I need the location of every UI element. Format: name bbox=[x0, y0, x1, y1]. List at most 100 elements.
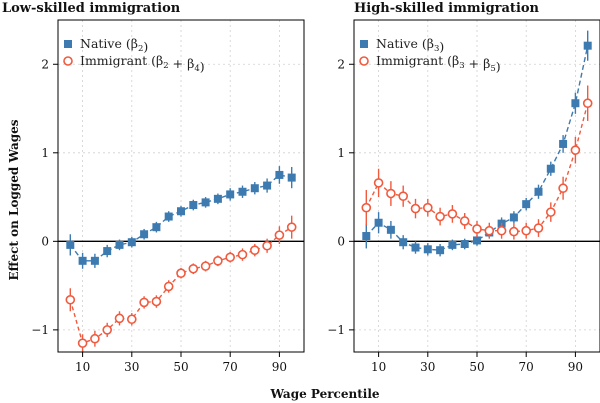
data-point-native bbox=[213, 194, 222, 203]
data-point-native bbox=[115, 240, 124, 249]
data-point-immigrant bbox=[472, 224, 482, 234]
data-point-native bbox=[362, 232, 371, 241]
data-point-native bbox=[411, 243, 420, 252]
data-point-immigrant bbox=[262, 240, 272, 251]
data-point-native bbox=[66, 240, 75, 249]
legend-label-text: Native ( bbox=[80, 36, 131, 51]
legend-label-subscript: 3 bbox=[434, 44, 439, 54]
data-point-immigrant bbox=[225, 252, 235, 263]
legend-label-text: + bbox=[169, 56, 187, 71]
data-point-native bbox=[250, 184, 259, 193]
data-point-native bbox=[534, 187, 543, 196]
data-point-native bbox=[238, 187, 247, 196]
data-point-immigrant bbox=[176, 268, 186, 279]
data-point-immigrant bbox=[114, 313, 125, 324]
data-point-native bbox=[423, 245, 432, 254]
x-tick-label: 50 bbox=[173, 360, 188, 374]
data-point-native bbox=[509, 213, 518, 222]
legend-label-text: + bbox=[465, 56, 483, 71]
data-point-immigrant bbox=[582, 98, 593, 109]
legend-label-beta: β bbox=[187, 56, 194, 71]
x-tick-label: 90 bbox=[568, 360, 583, 374]
legend-label-subscript: 3 bbox=[459, 61, 464, 71]
x-tick-label: 30 bbox=[124, 360, 139, 374]
y-tick-label: 2 bbox=[41, 57, 49, 71]
x-tick-label: 90 bbox=[272, 360, 287, 374]
legend-label-text: ) bbox=[439, 39, 444, 54]
data-point-native bbox=[152, 223, 161, 232]
panel-low-skilled-legend: Native (β2)Immigrant (β2 + β4) bbox=[63, 36, 205, 74]
legend-label-beta: β bbox=[131, 36, 138, 51]
data-point-immigrant bbox=[77, 338, 88, 348]
data-point-immigrant bbox=[545, 207, 556, 217]
x-tick-label: 30 bbox=[420, 360, 435, 374]
y-tick-label: 1 bbox=[41, 146, 49, 160]
panel-title-low-skilled: Low-skilled immigration bbox=[2, 1, 181, 16]
legend-label-beta: β bbox=[156, 53, 163, 68]
y-tick-label: 0 bbox=[41, 234, 49, 248]
x-axis-label: Wage Percentile bbox=[269, 387, 379, 401]
data-point-native bbox=[436, 246, 445, 255]
data-point-native bbox=[201, 198, 210, 207]
y-tick-label: 1 bbox=[337, 146, 345, 160]
panel-high-skilled-marks bbox=[361, 30, 593, 257]
data-point-native bbox=[448, 240, 457, 249]
data-point-immigrant bbox=[65, 294, 76, 305]
data-point-native bbox=[386, 225, 395, 234]
data-point-immigrant bbox=[102, 325, 112, 335]
x-tick-label: 10 bbox=[371, 360, 386, 374]
data-point-immigrant bbox=[139, 297, 149, 308]
legend-label-text: Native ( bbox=[376, 36, 427, 51]
data-point-immigrant bbox=[447, 209, 458, 219]
data-point-native bbox=[473, 236, 481, 245]
legend-label-text: Immigrant ( bbox=[376, 53, 452, 68]
data-point-native bbox=[559, 139, 568, 148]
y-axis-label: Effect on Logged Wages bbox=[7, 119, 21, 280]
data-point-immigrant bbox=[509, 226, 519, 237]
legend-label: Native (β3) bbox=[376, 36, 444, 54]
data-point-immigrant bbox=[90, 333, 100, 344]
panel-low-skilled-marks bbox=[65, 166, 297, 352]
data-point-immigrant bbox=[188, 263, 199, 274]
data-point-native bbox=[78, 256, 87, 265]
data-point-immigrant bbox=[533, 223, 544, 233]
panel-high-skilled: High-skilled immigration 10 30 50 70 90 −1 0 1 2… bbox=[327, 1, 600, 374]
x-tick-label: 10 bbox=[75, 360, 90, 374]
panel-high-skilled-legend: Native (β3)Immigrant (β3 + β5) bbox=[359, 36, 501, 74]
data-point-native bbox=[103, 247, 112, 256]
data-point-immigrant bbox=[410, 203, 421, 214]
y-tick-label: 0 bbox=[337, 234, 345, 248]
panel-low-skilled: Low-skilled immigration 10 30 50 70 90−1012 … bbox=[2, 1, 305, 374]
data-point-native bbox=[164, 212, 173, 221]
x-tick-label: 70 bbox=[519, 360, 534, 374]
data-point-native bbox=[226, 190, 235, 199]
legend-label-beta: β bbox=[483, 56, 490, 71]
data-point-immigrant bbox=[163, 281, 174, 292]
panel-high-skilled-axes: 10 30 50 70 90 −1 0 1 2 bbox=[327, 19, 600, 374]
data-point-native bbox=[140, 230, 149, 239]
data-point-immigrant bbox=[496, 225, 507, 236]
legend-marker-native bbox=[64, 40, 72, 48]
data-point-immigrant bbox=[422, 202, 433, 213]
data-point-immigrant bbox=[274, 230, 285, 240]
data-point-immigrant bbox=[213, 256, 223, 266]
data-point-native bbox=[374, 218, 383, 227]
data-point-immigrant bbox=[151, 296, 162, 307]
data-point-immigrant bbox=[484, 225, 495, 236]
legend-label-subscript: 2 bbox=[138, 44, 143, 54]
y-tick-label: −1 bbox=[327, 323, 345, 337]
data-point-immigrant bbox=[435, 211, 445, 222]
legend-label: Immigrant (β3 + β5) bbox=[376, 53, 501, 74]
data-point-immigrant bbox=[521, 225, 532, 236]
data-point-native bbox=[90, 256, 99, 265]
data-point-immigrant bbox=[459, 216, 470, 226]
legend-label: Native (β2) bbox=[80, 36, 148, 54]
data-point-immigrant bbox=[386, 188, 396, 199]
legend-marker-immigrant bbox=[63, 56, 73, 66]
data-point-immigrant bbox=[237, 249, 248, 260]
data-point-native bbox=[189, 201, 198, 210]
x-tick-label: 50 bbox=[469, 360, 484, 374]
legend-label: Immigrant (β2 + β4) bbox=[80, 53, 205, 74]
legend-label-text: Immigrant ( bbox=[80, 53, 156, 68]
